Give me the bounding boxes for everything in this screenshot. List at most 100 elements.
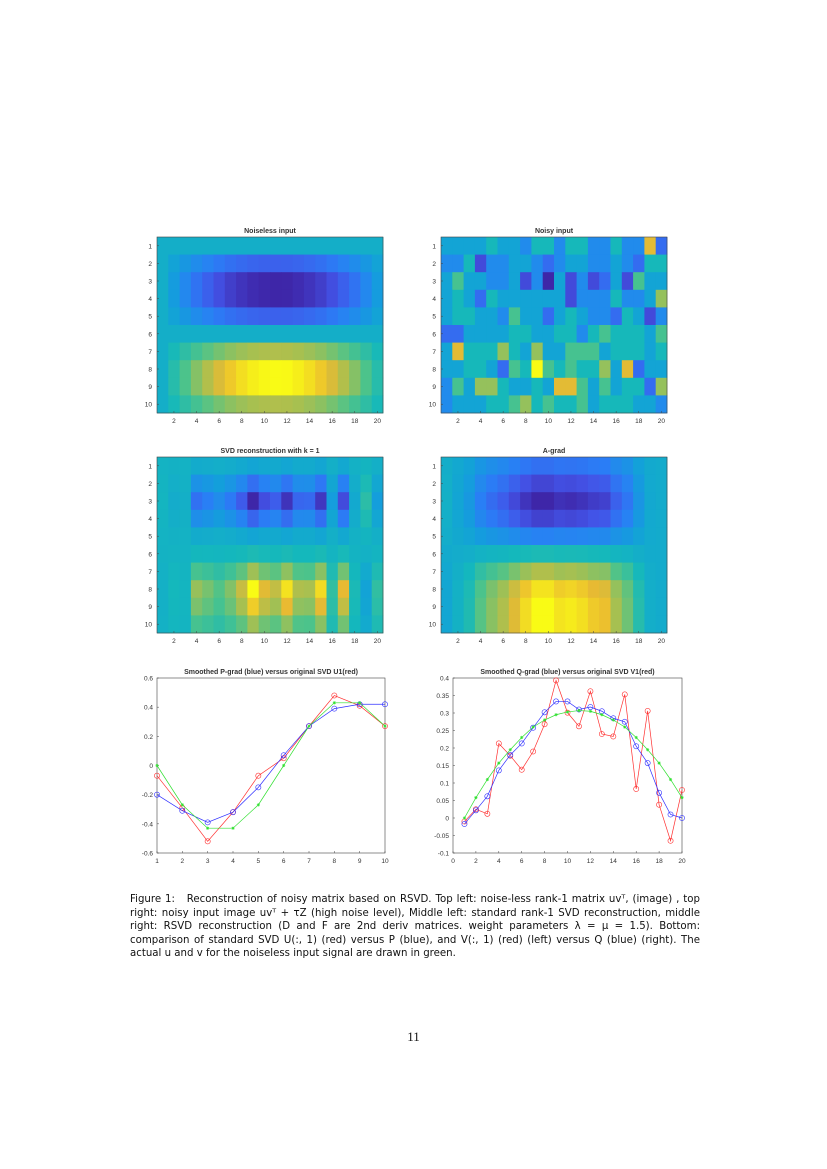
y-tick-label: 10 — [145, 402, 153, 409]
heatmap-cell — [463, 492, 476, 511]
heatmap-0 — [156, 236, 384, 414]
heatmap-cell — [610, 342, 623, 361]
heatmap-cell — [520, 395, 532, 414]
x-tick-label: 4 — [497, 858, 501, 865]
heatmap-cell — [213, 237, 226, 255]
heatmap-cell — [452, 597, 464, 616]
heatmap-cell — [621, 527, 634, 546]
heatmap-cell — [463, 254, 476, 273]
heatmap-cell — [655, 615, 668, 634]
heatmap-cell — [224, 527, 237, 546]
data-point — [667, 837, 674, 844]
heatmap-cell — [587, 377, 600, 396]
x-tick-label: 2 — [172, 418, 176, 425]
heatmap-cell — [531, 254, 544, 273]
x-tick-label: 2 — [181, 858, 185, 865]
heatmap-cell — [474, 580, 487, 599]
heatmap-cell — [644, 492, 657, 511]
heatmap-cell — [202, 597, 214, 616]
heatmap-cell — [441, 254, 453, 273]
heatmap-cell — [474, 325, 487, 343]
heatmap-cell — [349, 562, 361, 581]
heatmap-cell — [508, 237, 521, 255]
heatmap-cell — [452, 289, 464, 308]
heatmap-cell — [281, 474, 293, 493]
heatmap-cell — [292, 272, 305, 291]
heatmap-cell — [520, 580, 532, 599]
heatmap-cell — [247, 509, 260, 528]
heatmap-cell — [542, 360, 555, 379]
heatmap-axes — [156, 236, 384, 414]
data-point — [180, 803, 184, 807]
y-tick-label: -0.2 — [142, 792, 154, 799]
heatmap-cell — [270, 562, 282, 581]
y-tick-label: 8 — [432, 587, 436, 594]
heatmap-cell — [474, 615, 487, 634]
data-point — [383, 724, 387, 728]
heatmap-cell — [270, 395, 282, 414]
y-tick-label: 0.3 — [440, 711, 449, 718]
heatmap-cell — [292, 580, 305, 599]
heatmap-cell — [531, 597, 544, 616]
heatmap-cell — [258, 342, 271, 361]
heatmap-cell — [224, 237, 237, 255]
x-tick-label: 10 — [564, 858, 572, 865]
heatmap-cell — [463, 562, 476, 581]
series-line-2 — [156, 702, 386, 829]
heatmap-cell — [520, 377, 532, 396]
heatmap-cell — [247, 395, 260, 414]
heatmap-cell — [247, 580, 260, 599]
heatmap-cell — [326, 395, 339, 414]
heatmap-cell — [281, 527, 293, 546]
heatmap-cell — [213, 377, 226, 396]
heatmap-cell — [542, 272, 555, 291]
x-tick-label: 6 — [217, 418, 221, 425]
heatmap-cell — [236, 562, 248, 581]
heatmap-cell — [157, 527, 169, 546]
heatmap-cell — [621, 342, 634, 361]
heatmap-cell — [168, 237, 180, 255]
heatmap-cell — [326, 272, 339, 291]
x-tick-label: 20 — [678, 858, 686, 865]
data-point — [611, 718, 615, 722]
heatmap-cell — [531, 325, 544, 343]
heatmap-cell — [202, 377, 214, 396]
heatmap-cell — [452, 377, 464, 396]
heatmap-cell — [621, 492, 634, 511]
heatmap-cell — [497, 509, 510, 528]
data-point — [256, 803, 260, 807]
data-point — [621, 718, 628, 725]
heatmap-cell — [349, 289, 361, 308]
heatmap-cell — [326, 289, 339, 308]
heatmap-cell — [542, 237, 555, 255]
heatmap-1 — [440, 236, 668, 414]
heatmap-cell — [441, 395, 453, 414]
x-tick-label: 10 — [261, 418, 269, 425]
y-tick-label: 4 — [148, 296, 152, 303]
heatmap-cell — [224, 395, 237, 414]
heatmap-cell — [349, 457, 361, 475]
x-tick-label: 8 — [524, 638, 528, 645]
heatmap-cell — [463, 342, 476, 361]
heatmap-cell — [258, 289, 271, 308]
heatmap-cell — [371, 597, 384, 616]
heatmap-cell — [213, 580, 226, 599]
heatmap-cell — [621, 289, 634, 308]
heatmap-cell — [655, 457, 668, 475]
heatmap-cell — [247, 272, 260, 291]
heatmap-cell — [371, 342, 384, 361]
heatmap-cell — [157, 580, 169, 599]
heatmap-cell — [474, 342, 487, 361]
heatmap-cell — [531, 237, 544, 255]
heatmap-axes — [440, 236, 668, 414]
heatmap-cell — [236, 474, 248, 493]
heatmap-cell — [633, 307, 645, 326]
heatmap-cell — [587, 237, 600, 255]
y-tick-label: 9 — [432, 384, 436, 391]
heatmap-cell — [474, 254, 487, 273]
data-point — [553, 677, 559, 684]
heatmap-cell — [497, 395, 510, 414]
heatmap-cell — [531, 289, 544, 308]
heatmap-cell — [610, 254, 623, 273]
heatmap-cell — [452, 307, 464, 326]
